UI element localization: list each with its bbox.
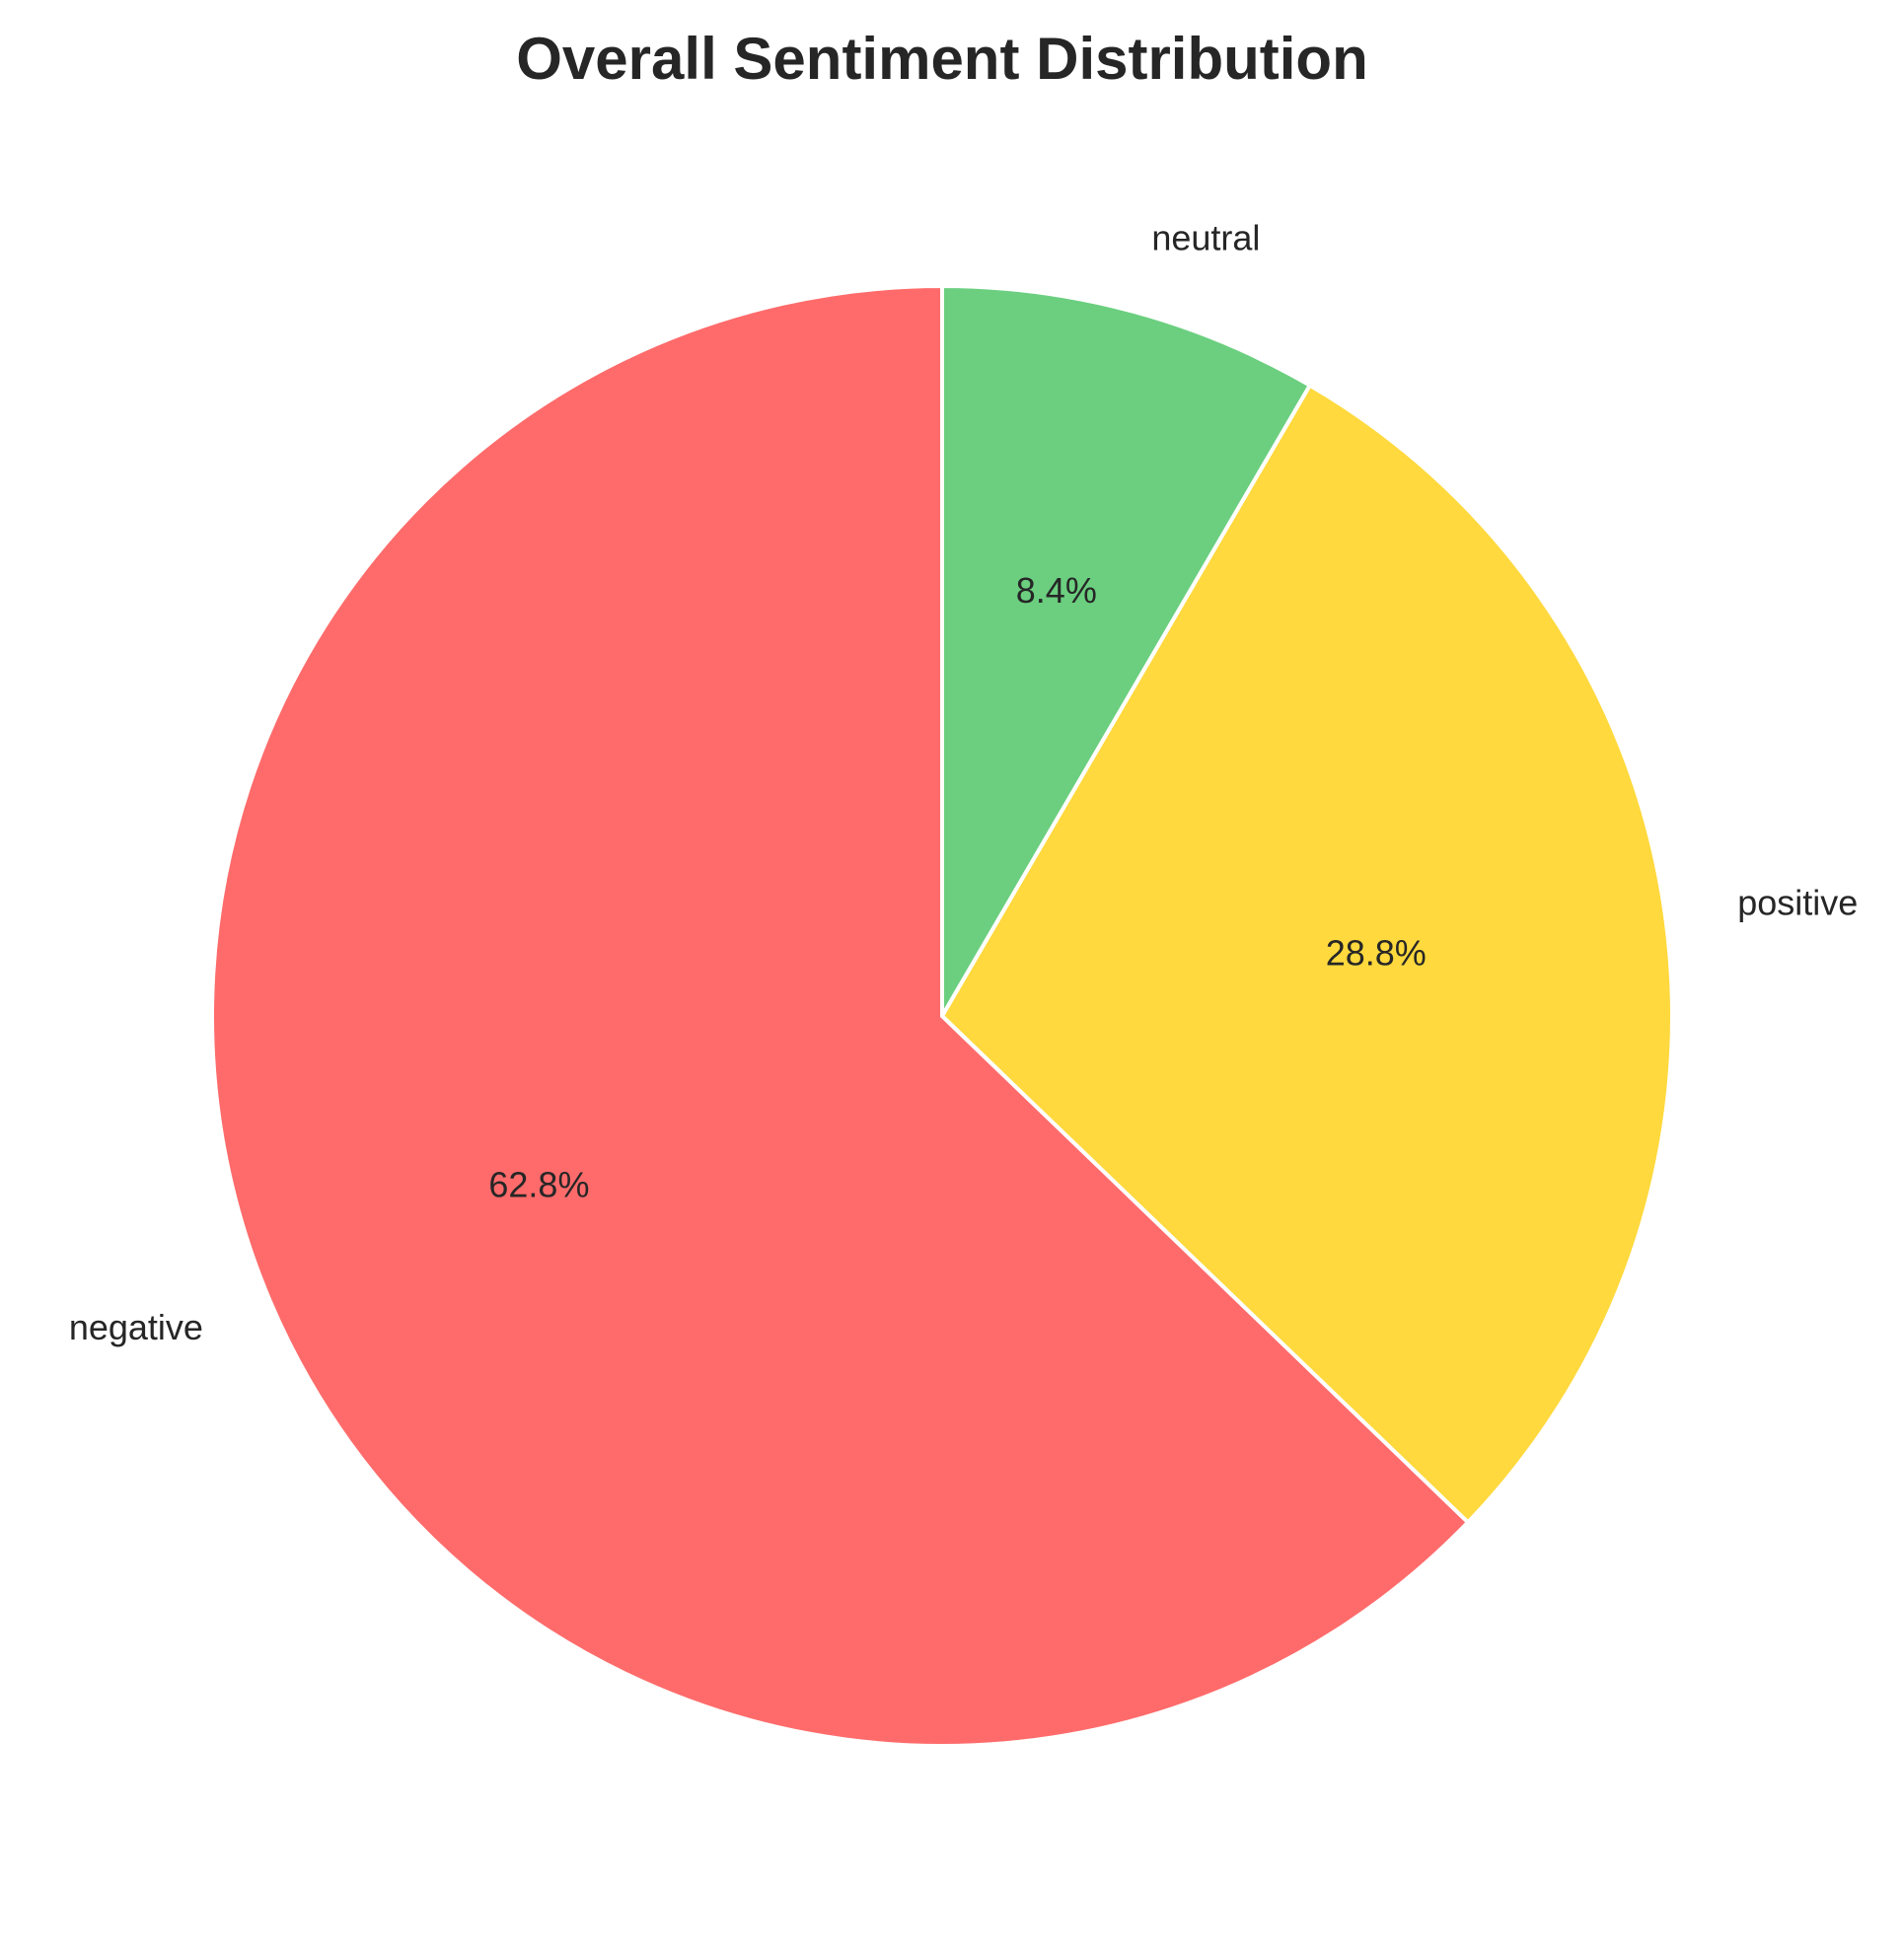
pie-value-label-neutral: 8.4%	[1016, 570, 1097, 611]
pie-category-label-neutral: neutral	[1151, 218, 1260, 258]
pie-labels: 62.8% negative 28.8% positive 8.4% neutral	[69, 218, 1858, 1347]
chart-title: Overall Sentiment Distribution	[516, 26, 1367, 92]
pie-slice-neutral	[940, 284, 1312, 1018]
pie-slice-positive	[940, 383, 1674, 1525]
pie-category-label-positive: positive	[1737, 882, 1858, 922]
pie-slice-negative	[210, 284, 1471, 1748]
pie-value-label-positive: 28.8%	[1326, 932, 1427, 973]
pie-slices	[210, 284, 1674, 1748]
pie-category-label-negative: negative	[69, 1307, 203, 1347]
pie-value-label-negative: 62.8%	[488, 1164, 589, 1204]
